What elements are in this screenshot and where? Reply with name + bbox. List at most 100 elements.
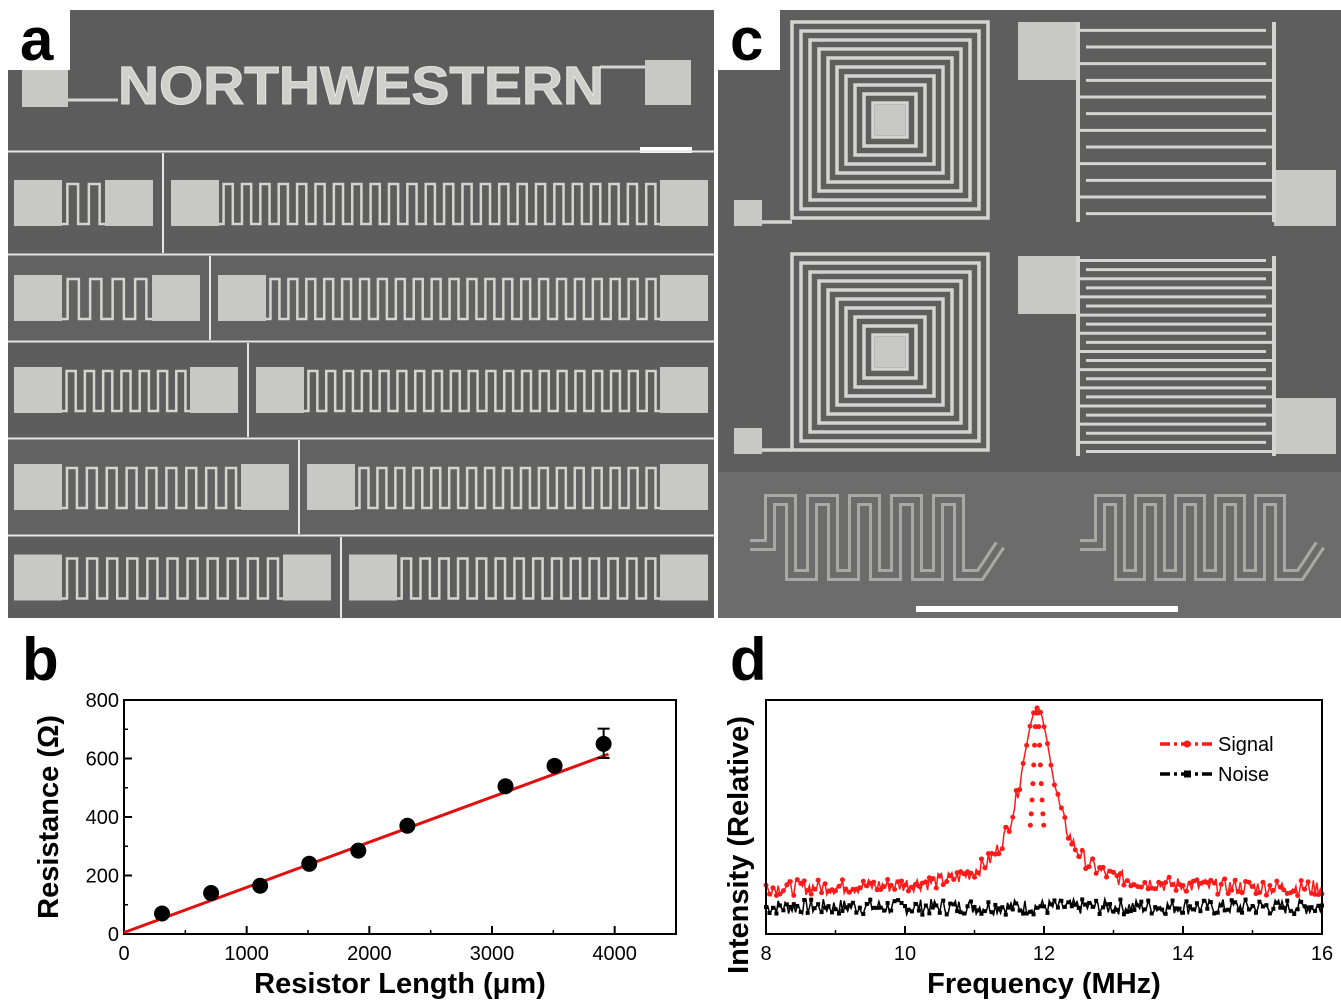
interdigitated-electrodes — [1018, 22, 1336, 456]
resistor-pad — [349, 554, 397, 601]
panel-label-b: b — [22, 626, 59, 693]
serpentine-trace — [62, 277, 152, 321]
resistor-pad — [241, 464, 289, 510]
resistor-pad — [171, 180, 219, 226]
chart-b-ylabel: Resistance (Ω) — [33, 715, 65, 919]
coil-turn — [799, 261, 981, 443]
y-tick-label: 400 — [86, 807, 119, 829]
resistor-pad — [283, 554, 331, 601]
resistor-pad — [660, 180, 708, 226]
x-tick-label: 4000 — [592, 943, 637, 965]
y-tick-label: 800 — [86, 690, 119, 712]
y-tick-label: 600 — [86, 749, 119, 771]
serpentine-trace — [355, 466, 660, 510]
coil-turn — [799, 29, 981, 211]
serpentine-trace — [219, 182, 660, 226]
resistance-chart: 0 1000 2000 3000 4000 0 200 400 600 800 Resistor … — [33, 690, 677, 1000]
coil-turn — [853, 83, 927, 157]
resistor-pad — [256, 367, 304, 413]
chart-b-xlabel: Resistor Length (μm) — [254, 968, 546, 1000]
x-tick-label: 2000 — [347, 943, 392, 965]
chart-d-ylabel: Intensity (Relative) — [723, 716, 755, 974]
pad-right-northwestern — [645, 60, 691, 105]
x-tick-label: 16 — [1311, 943, 1333, 965]
resistor-pad — [152, 275, 200, 321]
coil-turn — [826, 288, 954, 416]
serpentine-trace — [62, 369, 190, 413]
data-point — [497, 778, 514, 795]
data-point — [546, 757, 563, 774]
resistor-array — [8, 150, 714, 618]
signal-series — [765, 707, 1323, 898]
wide-serpentine-inner — [1080, 497, 1323, 578]
legend-label: Noise — [1218, 764, 1269, 786]
x-tick-label: 12 — [1033, 943, 1055, 965]
coil-turn — [844, 306, 936, 398]
serpentine-trace — [266, 277, 660, 321]
data-point — [350, 842, 367, 859]
coil-turn — [871, 101, 909, 139]
spectrum-chart: 8 10 12 14 16 Signal Noise Frequency (MHz) In… — [723, 699, 1333, 1000]
coil-turn — [790, 20, 990, 220]
panel-label-c: c — [730, 6, 764, 73]
coil-turn — [853, 315, 927, 389]
coil-turn — [871, 333, 909, 371]
sem-image-c — [718, 10, 1341, 618]
x-tick-label: 3000 — [470, 943, 515, 965]
x-tick-label: 10 — [894, 943, 916, 965]
wide-serpentine-inner — [750, 497, 1003, 578]
coil-turn — [817, 279, 963, 425]
resistor-pad — [660, 275, 708, 321]
resistor-pad — [14, 464, 62, 510]
resistor-pad — [660, 554, 708, 601]
data-point — [252, 877, 269, 894]
coil-center-pad — [875, 105, 905, 135]
comb-pad — [1018, 22, 1076, 80]
serpentine-trace — [397, 557, 660, 600]
panel-label-a: a — [20, 6, 54, 73]
coil-turn — [817, 47, 963, 193]
serpentine-trace — [62, 557, 283, 600]
serpentine-trace — [62, 182, 105, 226]
resistor-pad — [218, 275, 266, 321]
coil-center-pad — [875, 337, 905, 367]
coil-turn — [808, 270, 972, 434]
serpentine-trace — [304, 369, 660, 413]
comb-pad — [1274, 398, 1336, 454]
northwestern-pattern-text: NORTHWESTERN — [118, 56, 604, 116]
coil-turn — [844, 74, 936, 166]
coil-turn — [826, 56, 954, 184]
resistor-pad — [660, 464, 708, 510]
resistor-pad — [660, 367, 708, 413]
resistor-pad — [14, 554, 62, 601]
comb-pad — [1018, 256, 1076, 314]
coil-pad — [734, 428, 762, 454]
coil-turn — [835, 65, 945, 175]
panel-label-d: d — [730, 626, 767, 693]
legend-label: Signal — [1218, 734, 1274, 756]
noise-series — [765, 896, 1323, 918]
scale-bar-c — [916, 606, 1178, 612]
data-point — [154, 905, 171, 922]
resistor-pad — [14, 367, 62, 413]
serpentine-electrodes — [750, 494, 1325, 581]
chart-d-xlabel: Frequency (MHz) — [927, 968, 1161, 1000]
fit-line — [123, 752, 610, 934]
coil-pad — [734, 200, 762, 226]
spiral-coils — [734, 20, 990, 454]
x-tick-label: 8 — [760, 943, 771, 965]
resistor-pad — [307, 464, 355, 510]
resistor-pad — [190, 367, 238, 413]
data-point — [399, 817, 416, 834]
coil-turn — [790, 252, 990, 452]
scale-bar-a — [640, 147, 692, 153]
x-tick-label: 1000 — [224, 943, 269, 965]
data-point — [595, 735, 612, 752]
coil-turn — [862, 324, 918, 380]
y-tick-label: 0 — [108, 924, 119, 946]
comb-pad — [1274, 170, 1336, 226]
serpentine-trace — [62, 466, 241, 510]
resistor-pad — [105, 180, 153, 226]
y-tick-label: 200 — [86, 866, 119, 888]
